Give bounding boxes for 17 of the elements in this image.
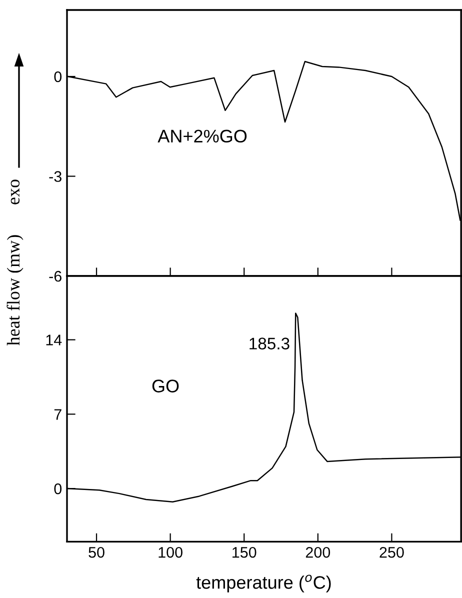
text: exo [10,180,20,204]
x-tick-label: 150 [232,546,256,558]
annotation: GO [152,380,179,392]
x-axis-title: temperature ($^{o}$C) [196,574,331,592]
x-tick-label: 200 [306,546,330,558]
x-tick-label: 250 [380,546,404,558]
y-tick-label: 0 [54,71,62,82]
x-tick-label: 50 [88,546,104,558]
x-tick-label: 100 [158,546,182,558]
y-tick-label: 0 [54,483,62,494]
y-tick-label: -3 [49,171,62,182]
annotation: AN+2%GO [158,130,247,143]
y-tick-label: 7 [54,409,62,420]
y-axis-title: heat flow (mw) [6,235,24,346]
y-tick-label: 14 [46,334,62,346]
annotation: 185.3 [250,338,290,350]
y-tick-label: -6 [49,270,62,282]
